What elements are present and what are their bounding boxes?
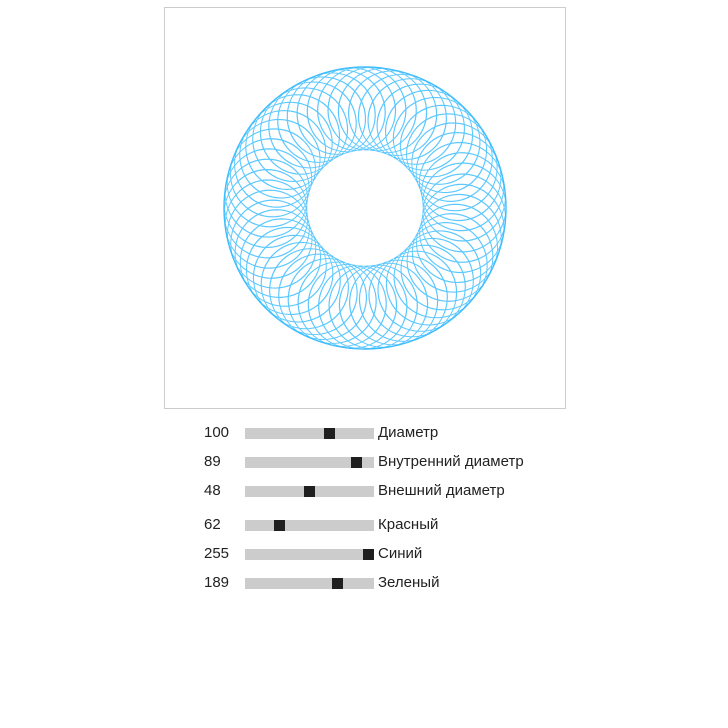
blue-label: Синий [378,545,423,562]
inner-diameter-slider[interactable] [245,457,374,468]
green-value: 189 [204,574,230,591]
spirograph-drawing [223,66,507,350]
diameter-label: Диаметр [378,424,439,441]
blue-slider[interactable] [245,549,374,560]
spirograph-curve [223,66,507,350]
slider-red-row: 62 Красный [196,515,576,535]
inner-diameter-slider-thumb[interactable] [351,457,362,468]
blue-slider-thumb[interactable] [363,549,374,560]
red-slider[interactable] [245,520,374,531]
spirograph-outer-edge [223,66,507,350]
red-slider-thumb[interactable] [274,520,285,531]
diameter-slider[interactable] [245,428,374,439]
slider-outer-diameter-row: 48 Внешний диаметр [196,481,576,501]
diameter-slider-thumb[interactable] [324,428,335,439]
inner-diameter-label: Внутренний диаметр [378,453,524,470]
red-label: Красный [378,516,439,533]
green-label: Зеленый [378,574,440,591]
red-value: 62 [204,516,221,533]
outer-diameter-slider-thumb[interactable] [304,486,315,497]
outer-diameter-value: 48 [204,482,221,499]
outer-diameter-slider[interactable] [245,486,374,497]
inner-diameter-value: 89 [204,453,221,470]
slider-inner-diameter-row: 89 Внутренний диаметр [196,452,576,472]
outer-diameter-label: Внешний диаметр [378,482,505,499]
green-slider-thumb[interactable] [332,578,343,589]
blue-value: 255 [204,545,230,562]
slider-diameter-row: 100 Диаметр [196,423,576,443]
slider-green-row: 189 Зеленый [196,573,576,593]
diameter-value: 100 [204,424,230,441]
spirograph-canvas [164,7,566,409]
slider-blue-row: 255 Синий [196,544,576,564]
green-slider[interactable] [245,578,374,589]
